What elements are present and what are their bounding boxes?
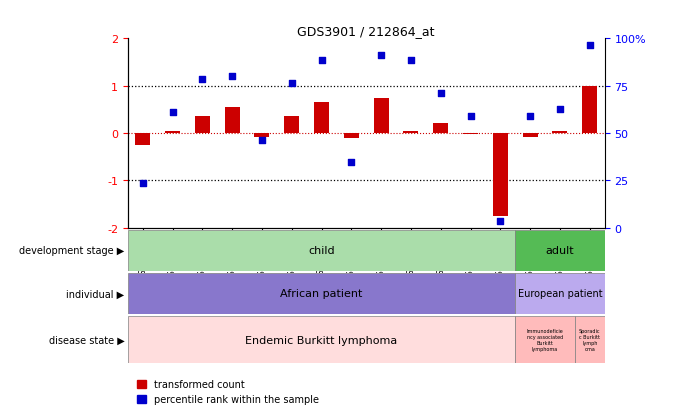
Point [465, 114, 476, 121]
Text: disease state ▶: disease state ▶ [48, 335, 124, 345]
Bar [128, 230, 515, 271]
Bar [553, 131, 567, 134]
Point [138, 180, 149, 187]
Point [406, 57, 417, 64]
Bar [515, 316, 575, 363]
Text: Immunodeficie
ncy associated
Burkitt
lymphoma: Immunodeficie ncy associated Burkitt lym… [527, 329, 563, 351]
Point [256, 138, 267, 144]
Text: Sporadic
c Burkitt
lymph
oma: Sporadic c Burkitt lymph oma [579, 329, 600, 351]
Point [286, 81, 297, 88]
Point [495, 218, 506, 225]
Bar [284, 117, 299, 134]
Point [554, 107, 565, 114]
Bar [128, 273, 515, 314]
Bar [374, 98, 388, 134]
Text: child: child [308, 246, 335, 256]
Point [197, 76, 208, 83]
Bar [583, 86, 597, 134]
Point [376, 52, 387, 59]
Bar [404, 131, 418, 134]
Point [524, 114, 536, 121]
Point [167, 109, 178, 116]
Text: development stage ▶: development stage ▶ [19, 246, 124, 256]
Bar [128, 316, 515, 363]
Bar [515, 273, 605, 314]
Bar [463, 134, 478, 135]
Text: European patient: European patient [518, 289, 603, 299]
Bar [195, 117, 210, 134]
Point [435, 90, 446, 97]
Point [316, 57, 327, 64]
Bar [493, 134, 508, 216]
Bar [515, 230, 605, 271]
Bar [165, 131, 180, 134]
Text: adult: adult [546, 246, 574, 256]
Legend: transformed count, percentile rank within the sample: transformed count, percentile rank withi… [133, 375, 323, 408]
Bar [254, 134, 269, 138]
Title: GDS3901 / 212864_at: GDS3901 / 212864_at [298, 25, 435, 38]
Bar [433, 123, 448, 134]
Bar [344, 134, 359, 138]
Text: Endemic Burkitt lymphoma: Endemic Burkitt lymphoma [245, 335, 397, 345]
Text: individual ▶: individual ▶ [66, 289, 124, 299]
Point [227, 74, 238, 80]
Bar [522, 134, 538, 138]
Bar [135, 134, 150, 145]
Text: African patient: African patient [281, 289, 363, 299]
Bar [225, 108, 240, 134]
Point [584, 43, 595, 50]
Bar [314, 103, 329, 134]
Point [346, 159, 357, 166]
Bar [575, 316, 605, 363]
